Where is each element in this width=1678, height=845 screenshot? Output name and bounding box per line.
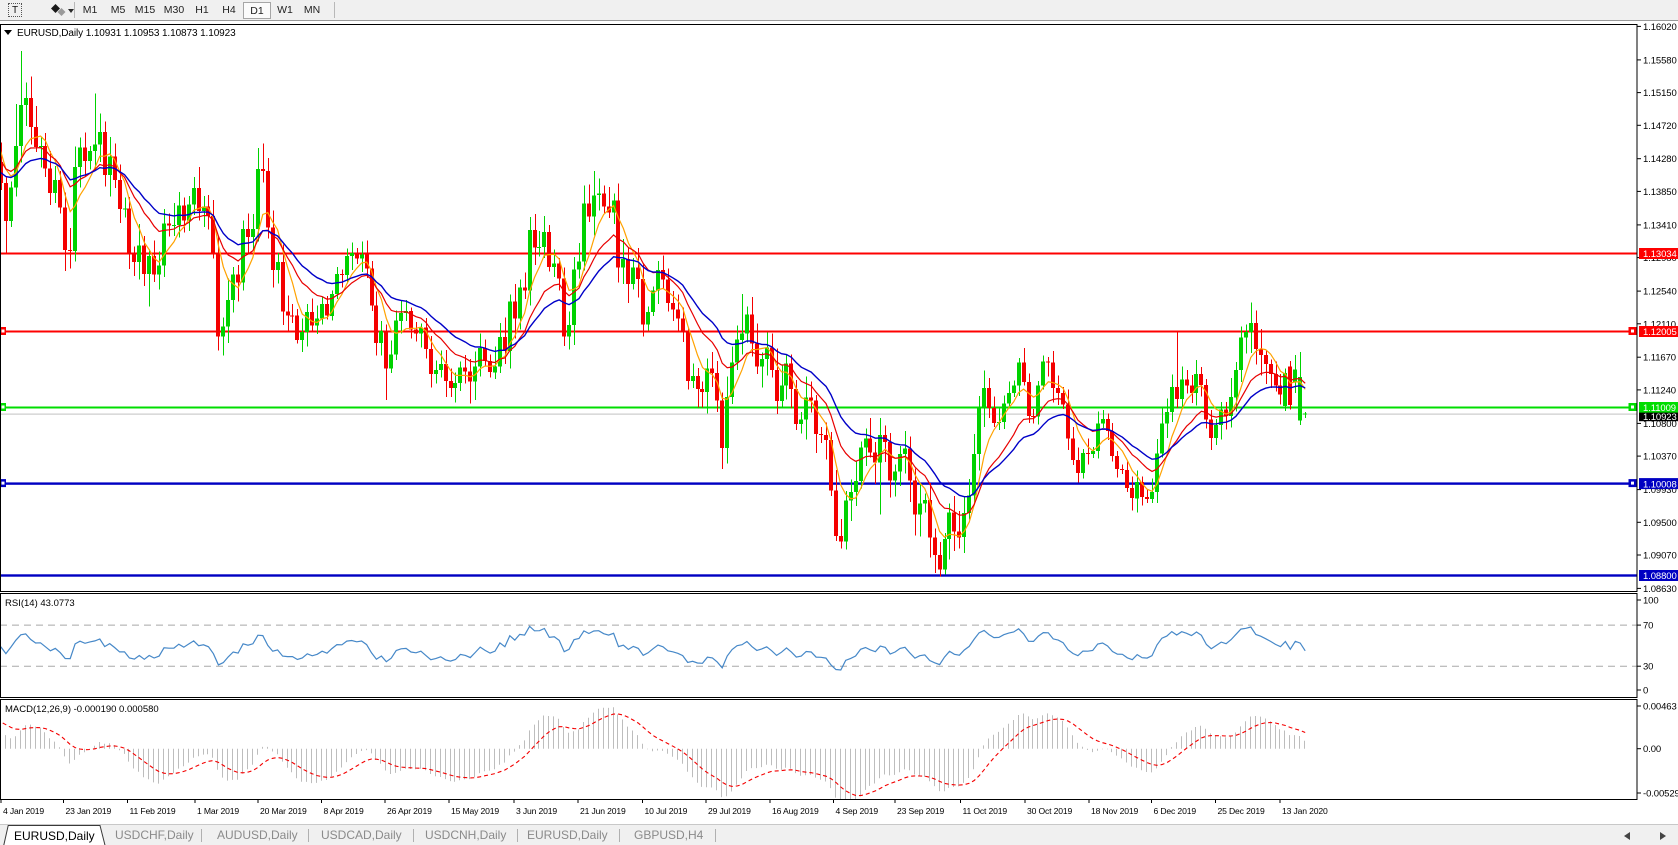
svg-text:11 Feb 2019: 11 Feb 2019 <box>130 806 176 816</box>
svg-text:EURUSD,Daily 1.10931 1.10953: EURUSD,Daily 1.10931 1.10953 1.10873 1.1… <box>17 28 236 39</box>
svg-text:1.11670: 1.11670 <box>1643 353 1676 364</box>
svg-text:MACD(12,26,9) -0.000190 0.0005: MACD(12,26,9) -0.000190 0.000580 <box>5 704 159 715</box>
svg-text:1.10370: 1.10370 <box>1643 452 1677 463</box>
svg-text:1.13034: 1.13034 <box>1643 249 1677 260</box>
svg-text:100: 100 <box>1643 596 1659 607</box>
svg-text:70: 70 <box>1643 621 1653 632</box>
svg-text:1.11240: 1.11240 <box>1643 385 1676 396</box>
svg-text:1.14720: 1.14720 <box>1643 121 1677 132</box>
svg-text:1.16020: 1.16020 <box>1643 22 1677 33</box>
svg-text:30 Oct 2019: 30 Oct 2019 <box>1027 806 1073 816</box>
svg-text:23 Jan 2019: 23 Jan 2019 <box>66 806 112 816</box>
svg-text:1.10800: 1.10800 <box>1643 419 1677 430</box>
svg-text:1.12540: 1.12540 <box>1643 287 1677 298</box>
svg-text:4 Sep 2019: 4 Sep 2019 <box>836 806 879 816</box>
svg-text:29 Jul 2019: 29 Jul 2019 <box>708 806 751 816</box>
svg-text:EURUSD,Daily: EURUSD,Daily <box>14 829 95 843</box>
svg-text:6 Dec 2019: 6 Dec 2019 <box>1154 806 1197 816</box>
svg-text:1.15580: 1.15580 <box>1643 55 1677 66</box>
svg-text:26 Apr 2019: 26 Apr 2019 <box>387 806 432 816</box>
svg-text:1.10923: 1.10923 <box>1643 412 1677 423</box>
svg-text:1.15150: 1.15150 <box>1643 88 1677 99</box>
svg-text:0.00463: 0.00463 <box>1643 702 1677 713</box>
svg-text:1.08800: 1.08800 <box>1643 571 1677 582</box>
svg-text:1.14280: 1.14280 <box>1643 154 1677 165</box>
svg-text:1.12005: 1.12005 <box>1643 327 1677 338</box>
svg-text:20 Mar 2019: 20 Mar 2019 <box>260 806 307 816</box>
svg-text:1.09070: 1.09070 <box>1643 551 1677 562</box>
svg-text:1.11009: 1.11009 <box>1643 403 1676 414</box>
svg-text:13 Jan 2020: 13 Jan 2020 <box>1282 806 1328 816</box>
svg-text:30: 30 <box>1643 662 1653 673</box>
svg-text:RSI(14) 43.0773: RSI(14) 43.0773 <box>5 598 75 609</box>
svg-text:4 Jan 2019: 4 Jan 2019 <box>3 806 44 816</box>
svg-text:0: 0 <box>1643 686 1648 697</box>
svg-text:15 May 2019: 15 May 2019 <box>451 806 499 816</box>
svg-text:21 Jun 2019: 21 Jun 2019 <box>580 806 626 816</box>
svg-text:16 Aug 2019: 16 Aug 2019 <box>772 806 819 816</box>
svg-text:1 Mar 2019: 1 Mar 2019 <box>197 806 239 816</box>
svg-text:1.13410: 1.13410 <box>1643 220 1677 231</box>
svg-text:18 Nov 2019: 18 Nov 2019 <box>1091 806 1138 816</box>
svg-text:23 Sep 2019: 23 Sep 2019 <box>897 806 944 816</box>
svg-text:1.09500: 1.09500 <box>1643 518 1677 529</box>
svg-text:-0.00529: -0.00529 <box>1643 789 1678 800</box>
svg-text:25 Dec 2019: 25 Dec 2019 <box>1218 806 1265 816</box>
svg-text:1.08630: 1.08630 <box>1643 584 1677 595</box>
svg-text:1.10008: 1.10008 <box>1643 479 1677 490</box>
svg-text:3 Jun 2019: 3 Jun 2019 <box>516 806 557 816</box>
svg-text:10 Jul 2019: 10 Jul 2019 <box>645 806 688 816</box>
svg-text:1.12110: 1.12110 <box>1643 319 1676 330</box>
svg-text:1.09930: 1.09930 <box>1643 485 1677 496</box>
svg-text:1.13850: 1.13850 <box>1643 187 1677 198</box>
svg-text:11 Oct 2019: 11 Oct 2019 <box>963 806 1008 816</box>
svg-text:8 Apr 2019: 8 Apr 2019 <box>324 806 364 816</box>
svg-text:0.00: 0.00 <box>1643 744 1661 755</box>
